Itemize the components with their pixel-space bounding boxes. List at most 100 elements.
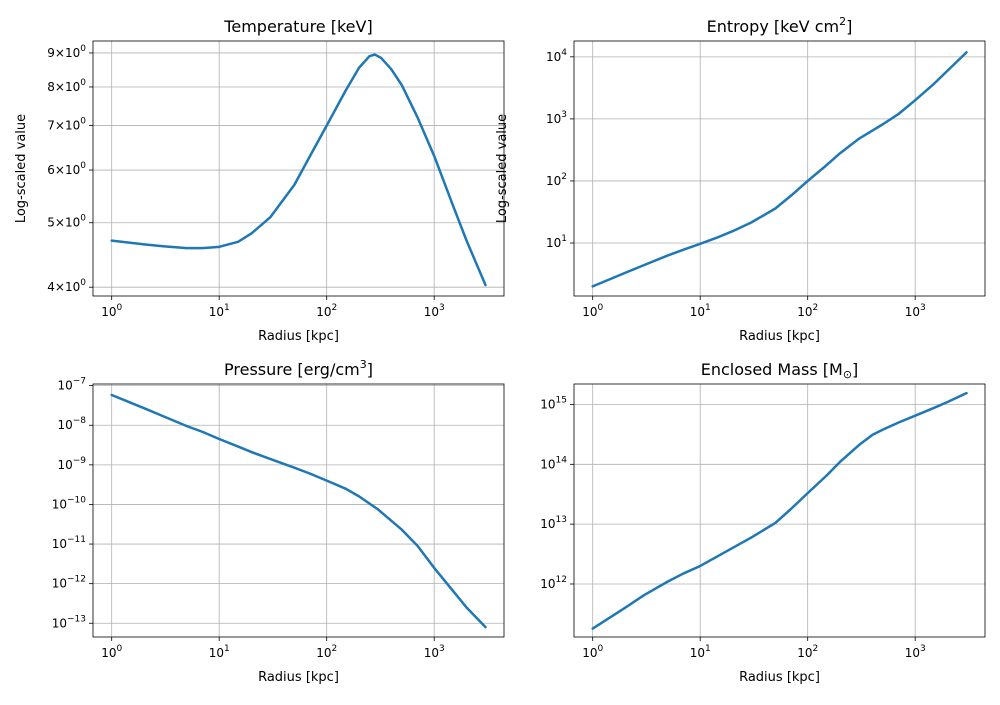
- x-tick-label: 100: [582, 644, 603, 660]
- y-tick-label: 10−13: [52, 614, 86, 630]
- x-tick-label: 100: [101, 303, 122, 319]
- y-tick-label: 9×100: [47, 44, 86, 60]
- y-tick-base: 7×10: [47, 119, 80, 133]
- y-tick-base: 10: [57, 379, 72, 393]
- x-tick-exponent: 0: [597, 303, 603, 313]
- x-tick-exponent: 0: [597, 644, 603, 654]
- y-tick-label: 101: [546, 234, 567, 250]
- x-axis-label: Radius [kpc]: [258, 670, 339, 685]
- axes-frame: [92, 40, 505, 297]
- series-line-temperature: [110, 53, 487, 287]
- y-tick-base: 10: [540, 457, 555, 471]
- y-tick-label: 102: [546, 172, 567, 188]
- y-tick-base: 4×10: [47, 280, 80, 294]
- x-tick-exponent: 3: [920, 644, 926, 654]
- x-tick-label: 103: [905, 303, 926, 319]
- series-line-mass: [591, 391, 968, 630]
- x-tick-base: 10: [690, 305, 705, 319]
- x-tick-label: 103: [424, 303, 445, 319]
- x-axis-label: Radius [kpc]: [258, 329, 339, 344]
- x-tick-base: 10: [582, 646, 597, 660]
- subplot-title: Pressure [erg/cm3]: [224, 358, 373, 379]
- x-tick-exponent: 2: [812, 644, 818, 654]
- x-axis-label: Radius [kpc]: [739, 670, 820, 685]
- x-tick-label: 103: [424, 644, 445, 660]
- y-tick-label: 10−10: [52, 495, 87, 511]
- x-tick-label: 100: [582, 303, 603, 319]
- axes-frame: [573, 383, 986, 638]
- x-tick-label: 101: [690, 644, 711, 660]
- title-text: Enclosed Mass [M: [701, 360, 843, 379]
- x-tick-exponent: 3: [439, 644, 445, 654]
- y-tick-base: 10: [52, 616, 67, 630]
- y-tick-label: 7×100: [47, 117, 86, 133]
- y-tick-base: 9×10: [47, 46, 80, 60]
- x-tick-base: 10: [797, 305, 812, 319]
- y-axis-label: Log-scaled value: [495, 114, 510, 223]
- y-tick-label: 1013: [540, 515, 567, 531]
- y-tick-exponent: 0: [80, 78, 86, 88]
- x-tick-label: 101: [209, 644, 230, 660]
- y-tick-exponent: −7: [73, 377, 86, 387]
- y-tick-label: 4×100: [47, 278, 86, 294]
- y-tick-exponent: 1: [561, 234, 567, 244]
- y-tick-base: 10: [57, 418, 72, 432]
- x-tick-base: 10: [582, 305, 597, 319]
- y-tick-label: 8×100: [47, 78, 86, 94]
- y-tick-exponent: −9: [73, 456, 87, 466]
- y-tick-label: 5×100: [47, 214, 86, 230]
- y-tick-exponent: 0: [80, 44, 86, 54]
- y-tick-base: 10: [540, 397, 555, 411]
- series-line-entropy: [591, 51, 968, 288]
- subplot-title: Entropy [keV cm2]: [707, 15, 853, 36]
- y-axis-label: Log-scaled value: [14, 114, 29, 223]
- x-tick-label: 102: [316, 303, 337, 319]
- x-axis-label: Radius [kpc]: [739, 329, 820, 344]
- title-end: ]: [852, 360, 858, 379]
- y-tick-exponent: 0: [80, 278, 86, 288]
- y-tick-base: 10: [540, 517, 555, 531]
- y-tick-label: 10−11: [52, 535, 86, 551]
- y-tick-exponent: −8: [73, 416, 87, 426]
- y-tick-exponent: 13: [556, 515, 567, 525]
- x-tick-exponent: 1: [705, 303, 711, 313]
- x-tick-base: 10: [905, 305, 920, 319]
- x-tick-base: 10: [316, 646, 331, 660]
- y-tick-base: 6×10: [47, 163, 80, 177]
- x-tick-base: 10: [209, 646, 224, 660]
- subplot-title: Enclosed Mass [M⊙]: [701, 360, 859, 381]
- y-tick-label: 1015: [540, 395, 567, 411]
- x-tick-exponent: 0: [116, 303, 122, 313]
- y-tick-label: 10−9: [57, 456, 86, 472]
- y-tick-base: 10: [546, 236, 561, 250]
- axes-frame: [573, 40, 986, 297]
- x-tick-base: 10: [101, 646, 116, 660]
- y-tick-exponent: 0: [80, 214, 86, 224]
- y-tick-label: 10−7: [57, 377, 86, 393]
- x-tick-exponent: 1: [224, 303, 230, 313]
- subplot-temperature: 100 101 102 1034×1005×1006×1007×1008×1009×1…: [14, 17, 505, 344]
- title-text: Entropy [keV cm: [707, 17, 839, 36]
- x-tick-exponent: 2: [812, 303, 818, 313]
- y-tick-base: 8×10: [47, 80, 80, 94]
- y-tick-base: 10: [52, 577, 67, 591]
- x-tick-label: 102: [797, 644, 818, 660]
- x-tick-label: 102: [316, 644, 337, 660]
- x-tick-base: 10: [690, 646, 705, 660]
- x-tick-label: 101: [690, 303, 711, 319]
- x-tick-exponent: 1: [705, 644, 711, 654]
- x-tick-base: 10: [316, 305, 331, 319]
- y-tick-label: 6×100: [47, 161, 86, 177]
- x-tick-base: 10: [209, 305, 224, 319]
- y-tick-label: 10−8: [57, 416, 86, 432]
- y-tick-exponent: 12: [556, 575, 567, 585]
- y-tick-base: 10: [546, 174, 561, 188]
- x-tick-label: 101: [209, 303, 230, 319]
- y-tick-base: 10: [57, 458, 72, 472]
- y-tick-exponent: 4: [561, 48, 567, 58]
- x-tick-base: 10: [101, 305, 116, 319]
- x-tick-base: 10: [797, 646, 812, 660]
